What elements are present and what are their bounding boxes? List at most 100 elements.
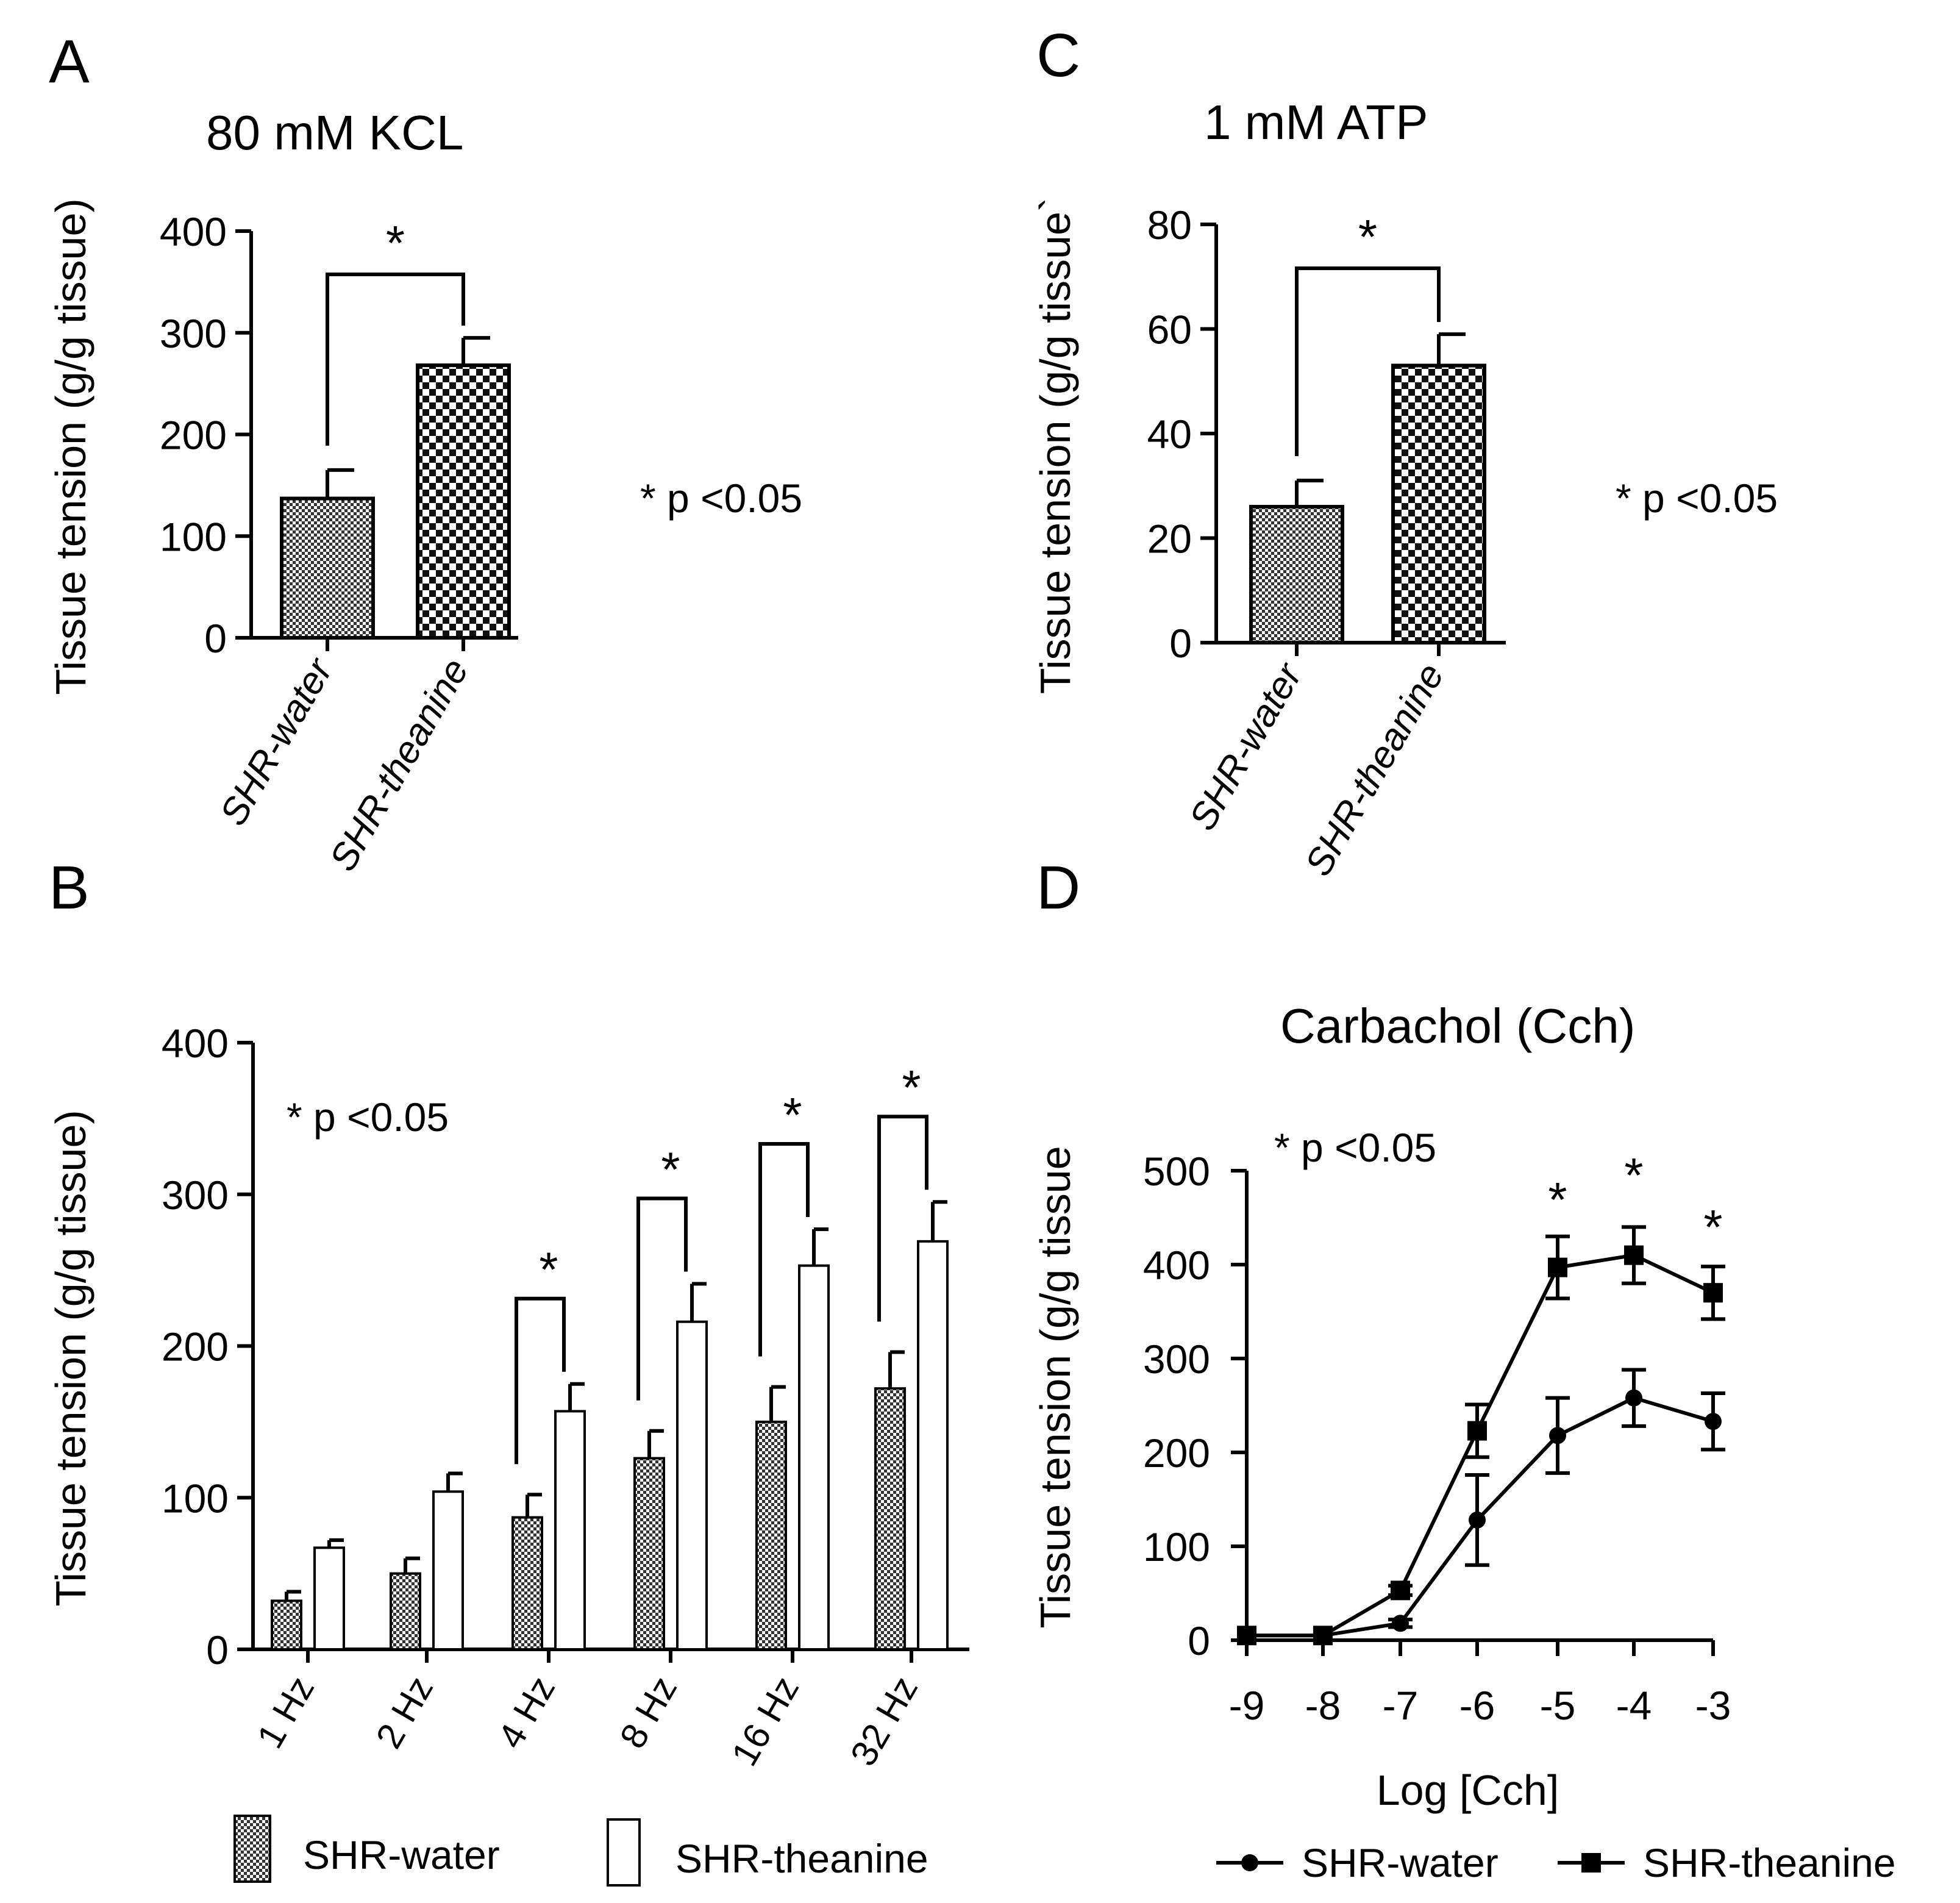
y-tick-label: 60: [1147, 307, 1192, 352]
p-value-note: * p <0.05: [640, 476, 802, 521]
legend-label: SHR-water: [1302, 1840, 1499, 1885]
data-point-shr-theanine: [1467, 1421, 1487, 1441]
x-tick-label: -4: [1616, 1683, 1652, 1728]
chart-title: 1 mM ATP: [1204, 95, 1428, 149]
bar-shr-water: [390, 1572, 421, 1651]
panel-letter-d: D: [1036, 854, 1080, 922]
legend-marker-shr-theanine: [1581, 1853, 1601, 1873]
x-category-label: SHR-water: [212, 650, 342, 832]
data-point-shr-theanine: [1237, 1626, 1256, 1646]
significance-star: *: [1358, 210, 1377, 264]
data-point-shr-theanine: [1391, 1580, 1410, 1601]
legend-label: SHR-water: [303, 1832, 500, 1877]
bar-shr-theanine: [676, 1320, 708, 1651]
x-axis-label: Log [Cch]: [1377, 1766, 1559, 1814]
significance-bracket: [326, 273, 465, 446]
y-axis-label: Tissue tension (g/g tissue: [1032, 1146, 1079, 1628]
x-category-label: 32 Hz: [843, 1669, 925, 1773]
x-category-label: SHR-water: [1181, 655, 1311, 837]
significance-star: *: [539, 1243, 558, 1297]
x-tick-label: -5: [1540, 1683, 1576, 1728]
y-tick-label: 200: [1143, 1430, 1210, 1476]
x-tick-label: -7: [1383, 1683, 1419, 1728]
significance-bracket: [877, 1115, 928, 1322]
series-line-shr-theanine: [1247, 1253, 1714, 1638]
data-point-shr-theanine: [1548, 1257, 1567, 1277]
bar-shr-water: [633, 1457, 665, 1651]
data-point-shr-theanine: [1703, 1283, 1723, 1303]
y-tick-label: 80: [1147, 202, 1192, 248]
x-tick-label: -9: [1229, 1683, 1265, 1728]
x-category-label: SHR-theanine: [1297, 657, 1452, 884]
legend-label: SHR-theanine: [1643, 1840, 1896, 1885]
y-tick-label: 40: [1147, 412, 1192, 457]
x-tick-label: -3: [1695, 1683, 1731, 1728]
significance-star: *: [902, 1060, 921, 1115]
legend-marker-shr-water: [1241, 1854, 1258, 1871]
bar: [280, 496, 375, 640]
x-category-label: 2 Hz: [368, 1669, 441, 1755]
y-tick-label: 100: [160, 514, 227, 559]
x-category-label: 1 Hz: [249, 1669, 323, 1755]
significance-bracket: [515, 1296, 566, 1465]
panel-letter-c: C: [1036, 21, 1080, 90]
y-axis-label: Tissue tension (g/g tissue): [47, 198, 94, 694]
significance-bracket: [1295, 266, 1441, 457]
x-tick-label: -8: [1305, 1683, 1341, 1728]
legend: SHR-water SHR-theanine: [1216, 1840, 1896, 1885]
y-tick-label: 20: [1147, 516, 1192, 562]
y-tick-label: 400: [1143, 1243, 1210, 1288]
y-tick-label: 400: [160, 209, 227, 254]
panel-letter-a: A: [49, 27, 90, 96]
bar-shr-theanine: [917, 1240, 949, 1651]
bar: [1391, 363, 1486, 645]
p-value-note: * p <0.05: [1274, 1125, 1436, 1170]
data-point-shr-theanine: [1313, 1626, 1333, 1646]
significance-star: *: [1548, 1173, 1567, 1227]
significance-bracket: [636, 1196, 688, 1401]
y-tick-label: 0: [1169, 621, 1192, 666]
data-point-shr-water: [1625, 1389, 1642, 1407]
bar-shr-theanine: [798, 1264, 830, 1651]
significance-star: *: [1624, 1148, 1643, 1202]
bar-shr-theanine: [432, 1490, 464, 1651]
data-point-shr-water: [1549, 1427, 1566, 1444]
bar: [1249, 505, 1344, 644]
bar-shr-water: [755, 1420, 787, 1651]
significance-star: *: [1703, 1200, 1722, 1254]
panel-letter-b: B: [49, 854, 90, 922]
p-value-note: * p <0.05: [1616, 476, 1778, 521]
data-point-shr-water: [1469, 1511, 1486, 1529]
y-tick-label: 300: [160, 311, 227, 356]
y-axis-label: Tissue tension (g/g tissue`: [1032, 198, 1079, 694]
data-point-shr-theanine: [1624, 1245, 1644, 1265]
y-tick-label: 300: [1143, 1337, 1210, 1382]
y-axis-label: Tissue tension (g/g tissue): [47, 1110, 94, 1606]
legend: SHR-water SHR-theanine: [233, 1815, 928, 1887]
legend-swatch-shr-theanine: [607, 1818, 641, 1887]
y-tick-label: 100: [1143, 1524, 1210, 1569]
data-point-shr-water: [1392, 1615, 1409, 1632]
bar: [416, 363, 511, 640]
y-tick-label: 100: [162, 1476, 229, 1521]
x-category-label: 16 Hz: [724, 1669, 807, 1773]
significance-star: *: [661, 1143, 680, 1197]
bar-shr-theanine: [313, 1546, 345, 1651]
data-point-shr-water: [1705, 1413, 1722, 1430]
y-tick-label: 200: [162, 1324, 229, 1369]
bar-shr-water: [511, 1516, 543, 1651]
y-tick-label: 400: [162, 1021, 229, 1066]
bar-shr-water: [874, 1387, 906, 1651]
x-tick-label: -6: [1459, 1683, 1495, 1728]
legend-label: SHR-theanine: [675, 1836, 928, 1881]
panel-a: 80 mM KCL 0 100 200 300 400 Tissue tension (g/…: [47, 105, 802, 878]
legend-swatch-shr-water: [233, 1815, 271, 1883]
y-tick-label: 300: [162, 1173, 229, 1218]
y-tick-label: 0: [1188, 1618, 1210, 1663]
y-tick-label: 0: [204, 616, 227, 661]
x-category-label: 4 Hz: [490, 1669, 563, 1755]
y-tick-label: 200: [160, 413, 227, 458]
p-value-note: * p <0.05: [287, 1094, 449, 1140]
significance-star: *: [386, 216, 405, 270]
